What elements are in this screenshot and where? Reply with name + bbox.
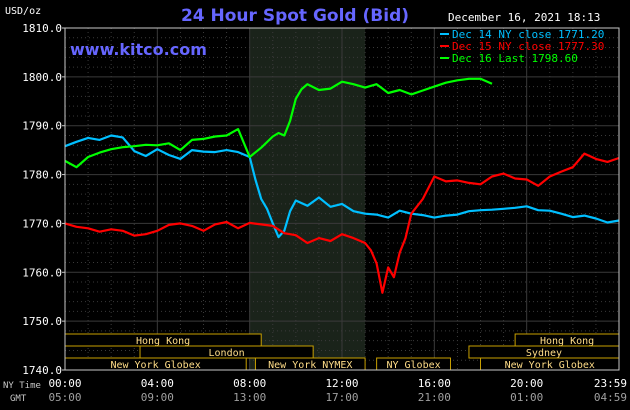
x-tick-label-gmt: 04:59 — [594, 391, 627, 404]
website-label: www.kitco.com — [70, 40, 207, 59]
session-bar-label: Sydney — [526, 348, 562, 359]
x-tick-label-gmt: 13:00 — [233, 391, 266, 404]
x-tick-label-gmt: 05:00 — [48, 391, 81, 404]
x-tick-label-ny: 08:00 — [233, 377, 266, 390]
series-line-1 — [64, 134, 620, 239]
y-tick-label: 1790.0 — [22, 120, 62, 133]
x-tick-label-gmt: 21:00 — [418, 391, 451, 404]
session-bar-label: New York NYMEX — [268, 360, 352, 371]
session-bar-label: New York Globex — [505, 360, 595, 371]
x-tick-label-ny: 04:00 — [141, 377, 174, 390]
legend-entry: Dec 16 Last 1798.60 — [452, 52, 578, 65]
series-lines — [64, 77, 620, 294]
series-line-2 — [64, 152, 620, 294]
x-tick-label-gmt: 09:00 — [141, 391, 174, 404]
session-bar: New York Globex — [480, 357, 620, 371]
x-tick-label-gmt: 01:00 — [510, 391, 543, 404]
y-tick-labels: 1740.0 1750.0 1760.0 1770.0 1780.0 1790.0 1800… — [22, 22, 65, 377]
x-tick-label-ny: 23:59 — [594, 377, 627, 390]
session-bar: Hong Kong — [64, 333, 262, 347]
session-bar: London — [139, 345, 314, 359]
y-tick-label: 1740.0 — [22, 364, 62, 377]
y-tick-label: 1780.0 — [22, 169, 62, 182]
y-tick-label: 1750.0 — [22, 315, 62, 328]
x-tick-label-ny: 00:00 — [48, 377, 81, 390]
y-tick-label: 1760.0 — [22, 266, 62, 279]
session-bar-label: Hong Kong — [540, 336, 594, 347]
y-tick-label: 1800.0 — [22, 71, 62, 84]
y-tick-label: 1810.0 — [22, 22, 62, 35]
x-tick-label-gmt: 17:00 — [325, 391, 358, 404]
session-bar: Sydney — [468, 345, 620, 359]
session-bar-label: Hong Kong — [136, 336, 190, 347]
shaded-session-region — [249, 28, 366, 370]
ny-time-row-label: NY Time — [3, 381, 41, 391]
x-tick-label-ny: 20:00 — [510, 377, 543, 390]
unit-label: USD/oz — [5, 6, 41, 17]
y-tick-label: 1770.0 — [22, 217, 62, 230]
session-bar: New York NYMEX — [254, 357, 366, 371]
session-bar-label: London — [209, 348, 245, 359]
session-bar-label: NY Globex — [386, 360, 440, 371]
legend-entry: Dec 15 NY close 1777.30 — [452, 40, 604, 53]
date-label: December 16, 2021 18:13 — [448, 11, 600, 24]
session-bar-label: New York Globex — [110, 360, 200, 371]
session-bar: New York Globex — [64, 357, 247, 371]
x-tick-label-ny: 12:00 — [325, 377, 358, 390]
plot-frame — [64, 27, 620, 371]
session-bar: NY Globex — [376, 357, 451, 371]
session-bar: Hong Kong — [514, 333, 620, 347]
legend-entry: Dec 14 NY close 1771.20 — [452, 28, 604, 41]
x-tick-label-ny: 16:00 — [418, 377, 451, 390]
series-line-3 — [64, 77, 493, 169]
gmt-row-label: GMT — [10, 394, 27, 404]
chart-title: 24 Hour Spot Gold (Bid) — [181, 6, 409, 26]
